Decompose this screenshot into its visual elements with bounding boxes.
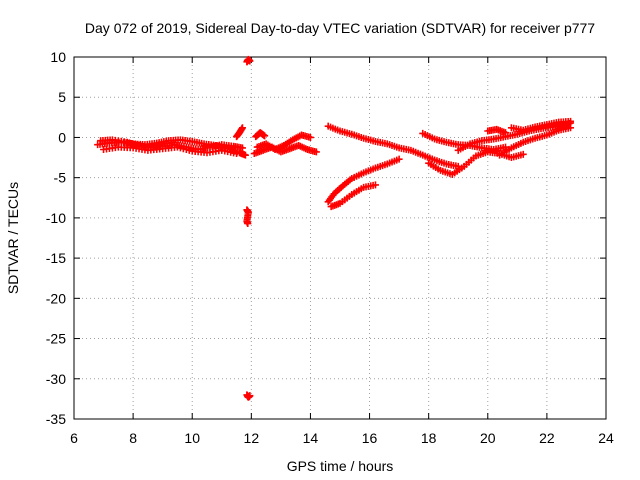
series-track-n: [496, 124, 575, 159]
y-tick-label: 10: [50, 49, 66, 65]
axis-ticks: 6 8 10 12 14 16 18 20 22 24 10 5 0 -5 -10 -15 -20 -25 -30 -…: [46, 49, 614, 446]
y-tick-label: -35: [46, 411, 66, 427]
y-tick-label: -15: [46, 250, 66, 266]
series-track-k: [419, 129, 510, 154]
y-tick-label: 0: [58, 129, 66, 145]
data-point: [233, 150, 241, 158]
x-tick-label: 20: [480, 430, 496, 446]
series-outlier-high: [243, 55, 254, 66]
series-track-p: [484, 125, 510, 137]
data-point: [395, 155, 403, 163]
series-track-f: [253, 131, 314, 154]
data-point: [246, 57, 254, 65]
series-track-j: [327, 181, 379, 211]
y-tick-label: -25: [46, 331, 66, 347]
x-tick-label: 16: [362, 430, 378, 446]
series-track-g: [252, 129, 269, 141]
series-track-c: [100, 143, 241, 158]
data-point: [241, 151, 249, 159]
data-point: [238, 144, 246, 152]
data-point: [502, 143, 510, 151]
data-point: [246, 392, 254, 400]
x-tick-label: 18: [421, 430, 437, 446]
series-track-i: [324, 155, 403, 206]
grid-lines: [74, 57, 606, 419]
y-tick-label: -30: [46, 371, 66, 387]
series-track-h: [324, 122, 462, 170]
x-axis-label: GPS time / hours: [287, 458, 394, 474]
y-tick-label: -10: [46, 210, 66, 226]
data-point: [519, 150, 527, 158]
x-tick-label: 14: [303, 430, 319, 446]
data-point: [312, 148, 320, 156]
data-point: [244, 220, 252, 228]
x-tick-label: 24: [598, 430, 614, 446]
y-tick-label: -20: [46, 290, 66, 306]
y-axis-label: SDTVAR / TECUs: [5, 182, 21, 294]
data-point: [238, 124, 246, 132]
series-outlier-mid: [243, 206, 252, 228]
data-point: [261, 132, 269, 140]
series-outlier-low: [243, 391, 254, 401]
x-tick-label: 22: [539, 430, 555, 446]
series-track-d: [233, 124, 246, 141]
series-track-o: [507, 117, 575, 134]
series-track-l: [425, 148, 527, 178]
x-tick-label: 12: [244, 430, 260, 446]
chart-title: Day 072 of 2019, Sidereal Day-to-day VTE…: [85, 20, 595, 36]
y-tick-label: 5: [58, 89, 66, 105]
data-point: [371, 181, 379, 189]
x-tick-label: 6: [70, 430, 78, 446]
data-point: [567, 117, 575, 125]
x-tick-label: 8: [129, 430, 137, 446]
data-point: [502, 129, 510, 137]
plot-frame: [73, 56, 607, 420]
y-tick-label: -5: [54, 170, 67, 186]
data-point: [306, 133, 314, 141]
x-tick-label: 10: [184, 430, 200, 446]
data-point: [567, 124, 575, 132]
data-points: [94, 55, 575, 401]
data-point: [454, 162, 462, 170]
